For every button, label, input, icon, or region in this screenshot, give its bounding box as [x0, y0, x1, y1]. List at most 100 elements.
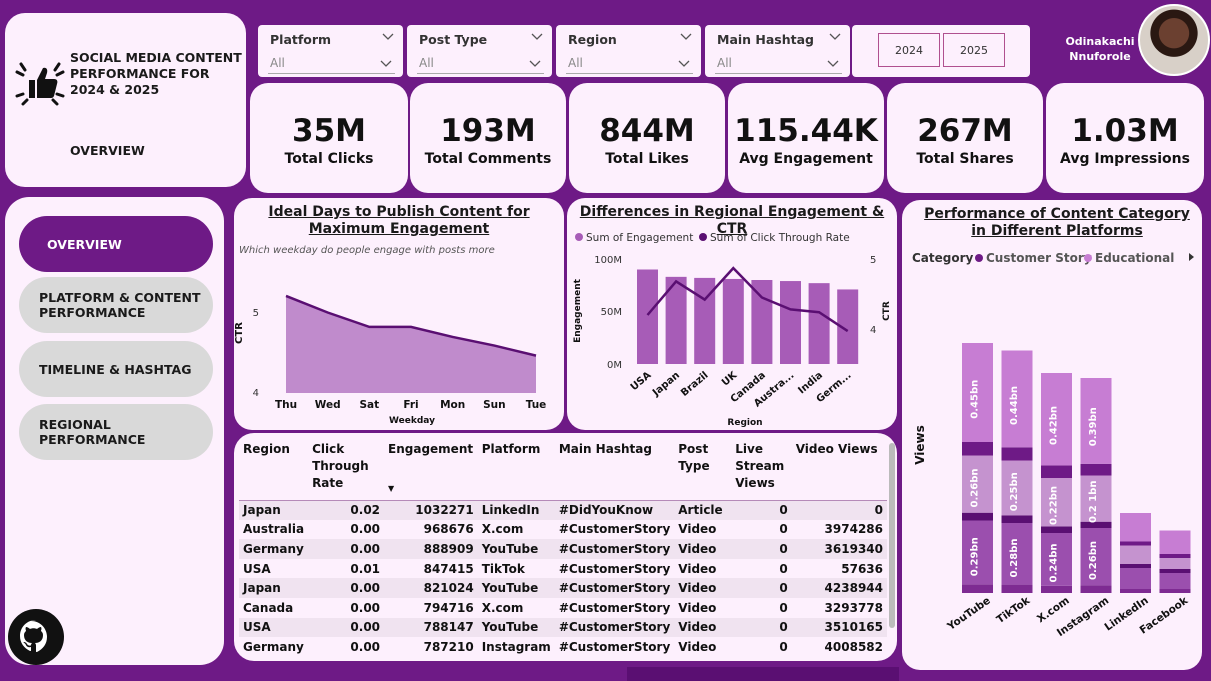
stack-segment — [1041, 533, 1072, 586]
github-icon[interactable] — [7, 608, 65, 666]
data-table-card: Region Click Through Rate Engagement ▼ Pl… — [234, 433, 897, 661]
bar — [722, 278, 744, 364]
table-cell: Canada — [243, 600, 294, 615]
filter-select[interactable]: All — [268, 56, 395, 74]
filter-platform[interactable]: Platform All — [258, 25, 403, 77]
kpi-total-comments: 193M Total Comments — [410, 83, 566, 193]
stack-segment — [1041, 373, 1072, 466]
bar-line-chart: Sum of Engagement Sum of Click Through R… — [573, 232, 892, 428]
chevron-down-icon[interactable] — [828, 30, 842, 44]
col-header-hashtag[interactable]: Main Hashtag — [554, 439, 675, 501]
stack-segment — [1080, 528, 1112, 586]
table-cell: 0.00 — [308, 578, 385, 598]
chevron-down-icon[interactable] — [677, 58, 691, 70]
x-tick-label: Sun — [483, 399, 506, 411]
title-card: SOCIAL MEDIA CONTENT PERFORMANCE FOR 202… — [5, 13, 246, 187]
table-cell: 3510165 — [791, 617, 887, 638]
weekday-ctr-chart: Ideal Days to Publish Content for Maximu… — [234, 198, 564, 430]
stack-segment — [1080, 475, 1112, 522]
chevron-down-icon[interactable] — [530, 30, 544, 44]
table-row[interactable]: Japan 0.00 821024 YouTube #CustomerStory Vide… — [239, 578, 887, 598]
table-row[interactable]: Canada 0.00 794716 X.com #CustomerStory Video… — [239, 598, 887, 618]
table-cell: 3974286 — [824, 522, 883, 537]
col-header-live-views[interactable]: Live Stream Views — [731, 439, 792, 501]
col-header-post-type[interactable]: Post Type — [674, 439, 732, 501]
bar — [694, 277, 716, 364]
legend-customer-story-swatch — [975, 254, 983, 262]
kpi-label: Avg Impressions — [1060, 151, 1190, 167]
stack-segment — [1001, 350, 1033, 448]
table-cell: Australia — [243, 522, 305, 537]
filter-value: All — [717, 56, 732, 70]
stack-segment — [1159, 573, 1191, 589]
kpi-total-clicks: 35M Total Clicks — [250, 83, 408, 193]
col-header-region[interactable]: Region — [239, 439, 309, 501]
stack-segment — [1120, 568, 1151, 589]
y-tick: 50M — [601, 307, 622, 318]
stack-segment-band — [1041, 465, 1072, 478]
x-tick-label: Tue — [526, 399, 547, 411]
filter-select[interactable]: All — [566, 56, 693, 74]
legend-educational: Educational — [1095, 251, 1174, 265]
table-cell: 0 — [731, 539, 792, 559]
table-cell: YouTube — [477, 578, 555, 598]
table-cell: #CustomerStory — [554, 539, 675, 559]
x-tick-label: Mon — [440, 399, 465, 411]
year-2024-button[interactable]: 2024 — [878, 33, 940, 67]
kpi-value: 193M — [440, 113, 536, 149]
table-cell: 4238944 — [791, 578, 887, 598]
stack-segment-band — [962, 584, 993, 593]
stack-segment — [1159, 530, 1191, 554]
filter-select[interactable]: All — [715, 56, 842, 74]
col-header-platform[interactable]: Platform — [477, 439, 555, 501]
x-tick-label: UK — [720, 369, 740, 388]
legend-scroll-right-icon[interactable] — [1189, 253, 1194, 261]
filter-region[interactable]: Region All — [556, 25, 701, 77]
chevron-down-icon[interactable] — [528, 58, 542, 70]
app-title: SOCIAL MEDIA CONTENT PERFORMANCE FOR 202… — [70, 50, 242, 97]
kpi-avg-engagement: 115.44K Avg Engagement — [728, 83, 884, 193]
table-cell: Instagram — [481, 639, 551, 654]
chevron-down-icon[interactable] — [826, 58, 840, 70]
bar — [837, 289, 859, 364]
bar — [751, 280, 773, 364]
table-cell: 0 — [779, 561, 788, 576]
table-cell: X.com — [481, 600, 524, 615]
table-cell: Video — [678, 522, 717, 537]
segment-label: 0.26bn — [970, 469, 981, 508]
stack-segment-band — [1001, 447, 1033, 461]
table-row[interactable]: Australia 0.00 968676 X.com #CustomerStory Vi… — [239, 520, 887, 540]
segment-label: 0.42bn — [1049, 406, 1060, 445]
stack-segment-band — [1001, 584, 1033, 593]
col-header-engagement[interactable]: Engagement ▼ — [384, 439, 478, 501]
table-cell: USA — [243, 561, 271, 576]
col-header-video-views[interactable]: Video Views — [791, 439, 887, 501]
data-table: Region Click Through Rate Engagement ▼ Pl… — [239, 439, 887, 657]
segment-label: 0.26bn — [1088, 541, 1099, 580]
table-row[interactable]: USA 0.01 847415 TikTok #CustomerStory Video 0 5… — [239, 559, 887, 579]
chevron-down-icon[interactable] — [381, 30, 395, 44]
chevron-down-icon[interactable] — [379, 58, 393, 70]
table-row[interactable]: USA 0.00 788147 YouTube #CustomerStory Video 0… — [239, 617, 887, 638]
table-row[interactable]: Japan 0.02 1032271 LinkedIn #DidYouKnow Artic… — [239, 500, 887, 520]
sort-desc-icon[interactable]: ▼ — [388, 483, 395, 493]
year-2025-button[interactable]: 2025 — [943, 33, 1005, 67]
filter-main-hashtag[interactable]: Main Hashtag All — [705, 25, 850, 77]
stack-segment-band — [1120, 589, 1151, 593]
nav-overview[interactable]: OVERVIEW — [19, 216, 213, 272]
table-scrollbar[interactable] — [889, 443, 895, 628]
nav-platform-content[interactable]: PLATFORM & CONTENT PERFORMANCE — [19, 277, 213, 333]
table-row[interactable]: Germany 0.00 888909 YouTube #CustomerStory Vi… — [239, 539, 887, 559]
nav-timeline-hashtag[interactable]: TIMELINE & HASHTAG — [19, 341, 213, 397]
kpi-avg-impressions: 1.03M Avg Impressions — [1046, 83, 1204, 193]
filter-select[interactable]: All — [417, 56, 544, 74]
table-cell: Video — [674, 617, 732, 638]
kpi-value: 35M — [292, 113, 366, 149]
table-row[interactable]: Germany 0.00 787210 Instagram #CustomerStory… — [239, 637, 887, 657]
filter-post-type[interactable]: Post Type All — [407, 25, 552, 77]
nav-regional-performance[interactable]: REGIONAL PERFORMANCE — [19, 404, 213, 460]
chart-subtitle: Which weekday do people engage with post… — [239, 245, 495, 256]
segment-label: 0.29bn — [970, 537, 981, 576]
col-header-ctr[interactable]: Click Through Rate — [308, 439, 385, 501]
chevron-down-icon[interactable] — [679, 30, 693, 44]
